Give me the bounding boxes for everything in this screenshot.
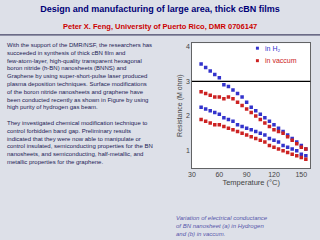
svg-text:60: 60 <box>215 171 223 178</box>
svg-text:90: 90 <box>243 171 251 178</box>
svg-text:With the support of the DMR/NS: With the support of the DMR/NSF, the res… <box>7 42 153 165</box>
svg-text:in H₂: in H₂ <box>265 45 280 52</box>
svg-text:2: 2 <box>186 112 190 119</box>
svg-text:1: 1 <box>186 147 190 154</box>
svg-text:in vaccum: in vaccum <box>265 57 297 64</box>
svg-text:Variation of electrical conduc: Variation of electrical conductanceof BN… <box>176 215 268 237</box>
svg-text:Design and manufacturing of la: Design and manufacturing of large area, … <box>40 4 280 14</box>
svg-text:Resistance (M ohm): Resistance (M ohm) <box>176 74 184 137</box>
svg-text:120: 120 <box>268 171 280 178</box>
svg-text:Temperature (°C): Temperature (°C) <box>222 178 280 187</box>
svg-text:30: 30 <box>188 171 196 178</box>
svg-text:150: 150 <box>295 171 307 178</box>
svg-text:Peter X. Feng, University of P: Peter X. Feng, University of Puerto Rico… <box>63 22 257 31</box>
svg-text:4: 4 <box>186 43 190 50</box>
svg-text:3: 3 <box>186 78 190 85</box>
